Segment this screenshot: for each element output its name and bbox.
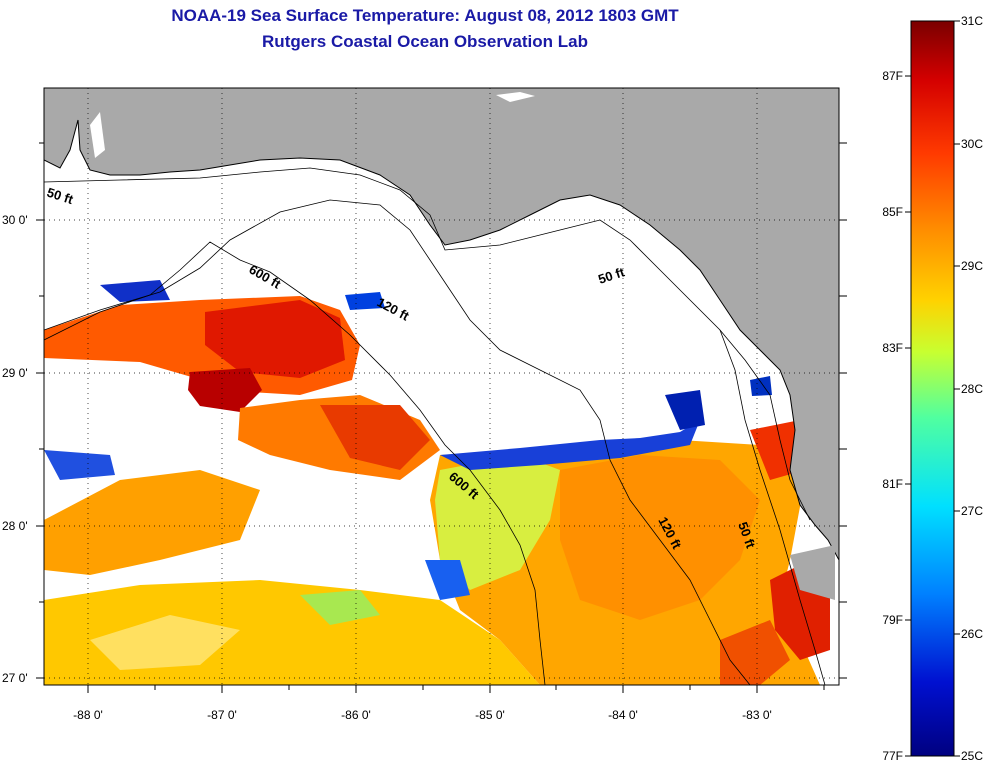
colorbar-label-c: 26C (961, 627, 983, 641)
sst-patch-east-orange (560, 455, 760, 620)
lat-label: 27 0' (2, 671, 28, 685)
sst-patch-south-light (90, 615, 240, 670)
colorbar-label-f: 87F (882, 69, 903, 83)
sst-patch-cold-bit (345, 292, 385, 310)
colorbar-label-f: 77F (882, 749, 903, 763)
contour-50ft (44, 167, 811, 521)
colorbar: 87F 85F 83F 81F 79F 77F 31C 30C 29C 28C … (882, 14, 983, 763)
lon-label: -87 0' (207, 708, 237, 722)
chart-subtitle: Rutgers Coastal Ocean Observation Lab (262, 32, 588, 51)
land (44, 88, 839, 560)
colorbar-label-f: 85F (882, 205, 903, 219)
lon-label: -88 0' (73, 708, 103, 722)
sst-patch-cold-west (44, 450, 115, 480)
sst-patch-west (44, 470, 260, 575)
lon-label: -84 0' (608, 708, 638, 722)
sst-patch-hot-core (188, 368, 262, 412)
lat-labels: 30 0' 29 0' 28 0' 27 0' (2, 213, 28, 685)
sst-patch-mid-red (320, 405, 430, 470)
contour-120ft (44, 199, 751, 685)
sst-patch-hot-north (205, 300, 345, 378)
colorbar-label-f: 81F (882, 477, 903, 491)
chart-title: NOAA-19 Sea Surface Temperature: August … (171, 6, 679, 25)
sst-patch-green (300, 590, 380, 625)
contour-50ft-east (719, 329, 826, 685)
lon-label: -86 0' (341, 708, 371, 722)
sst-patch-cold-east (665, 390, 705, 430)
lon-labels: -88 0' -87 0' -86 0' -85 0' -84 0' -83 0… (73, 708, 772, 722)
lon-label: -85 0' (475, 708, 505, 722)
sst-patch-cold-coast (750, 376, 772, 396)
lat-label: 29 0' (2, 366, 28, 380)
colorbar-gradient (910, 20, 955, 757)
lat-label: 28 0' (2, 519, 28, 533)
colorbar-label-c: 28C (961, 382, 983, 396)
bay-west (90, 112, 105, 158)
colorbar-label-c: 27C (961, 504, 983, 518)
lon-label: -83 0' (742, 708, 772, 722)
colorbar-label-f: 79F (882, 613, 903, 627)
map-border (43, 87, 840, 686)
tick-marks (36, 142, 847, 693)
coastline (44, 88, 839, 561)
lake (496, 92, 535, 102)
land-south (790, 545, 835, 600)
sst-patch-cold-north (100, 280, 170, 302)
colorbar-label-c: 29C (961, 259, 983, 273)
lat-label: 30 0' (2, 213, 28, 227)
colorbar-label-c: 25C (961, 749, 983, 763)
sst-patch-cold-shelf (425, 560, 470, 600)
contour-600ft (44, 241, 546, 685)
sst-patch-shelf-yellow (435, 455, 560, 590)
sst-field (44, 280, 830, 685)
colorbar-label-c: 30C (961, 137, 983, 151)
colorbar-ticks (905, 20, 960, 757)
sst-patch-cold-edge (440, 420, 700, 470)
colorbar-label-c: 31C (961, 14, 983, 28)
colorbar-label-f: 83F (882, 341, 903, 355)
